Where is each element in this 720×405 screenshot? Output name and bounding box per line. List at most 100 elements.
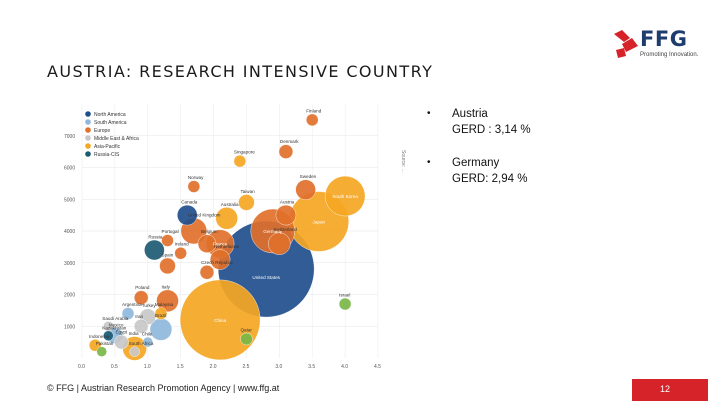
y-tick-label: 6000 <box>64 166 75 172</box>
bubble-label: Finland <box>306 108 322 113</box>
bubble-chart: 1000 2000 3000 4000 5000 6000 7000 0.0 0.5 1.0 1.5… <box>64 104 381 370</box>
page-number: 12 <box>660 384 671 394</box>
bubble-label: Egypt <box>115 330 127 335</box>
y-tick-label: 3000 <box>64 261 75 267</box>
x-tick-label: 0.0 <box>78 364 85 370</box>
bullet-germany: • Germany GERD: 2,94 % <box>425 155 625 187</box>
bubble-poland <box>133 290 149 305</box>
bubble-pakistan <box>96 346 107 357</box>
bubble-egypt <box>114 334 129 350</box>
bubble-switzerland <box>268 232 291 255</box>
bullet-gerd: GERD : 3,14 % <box>452 124 531 136</box>
bubble-canada <box>177 204 198 226</box>
bubble-label: Czech Republic <box>201 260 234 265</box>
legend-swatch <box>85 111 91 117</box>
bubble-label: Mexico <box>109 322 124 327</box>
bubble-label: Germany <box>263 229 283 234</box>
bubble-chile <box>142 336 153 348</box>
bullet-list: • Austria GERD : 3,14 % • Germany GERD: … <box>425 106 625 204</box>
bubble-label: Taiwan <box>240 189 255 194</box>
x-tick-label: 2.0 <box>210 364 217 370</box>
bubble-label: Spain <box>162 252 174 257</box>
legend-swatch <box>85 151 91 157</box>
bubble-israel <box>338 297 352 311</box>
bubble-label: Iran <box>135 314 143 319</box>
bubble-south-africa <box>129 346 140 357</box>
legend-swatch <box>85 143 91 149</box>
bubble-label: Russia <box>148 235 162 240</box>
bullet-austria: • Austria GERD : 3,14 % <box>425 106 625 138</box>
y-tick-label: 5000 <box>64 197 75 203</box>
bubble-argentina <box>121 307 135 320</box>
bubble-label: United Kingdom <box>188 213 221 218</box>
bubble-austria <box>275 204 297 226</box>
bullet-country: Germany <box>452 157 500 169</box>
logo-subtitle: Promoting Innovation. <box>640 52 699 58</box>
bubble-denmark <box>278 144 294 159</box>
source-note: Source: ... <box>400 150 406 173</box>
bubble-netherlands <box>209 249 231 270</box>
bubble-label: India <box>129 331 139 336</box>
bubble-singapore <box>233 154 247 168</box>
bubble-australia <box>215 207 238 230</box>
x-tick-label: 2.5 <box>242 364 249 370</box>
bubble-ireland <box>174 247 187 260</box>
bubble-qatar <box>240 332 253 346</box>
x-tick-label: 4.5 <box>374 364 381 370</box>
bubble-label: Netherlands <box>214 244 239 249</box>
x-tick-label: 1.0 <box>144 364 151 370</box>
bubble-label: United States <box>252 275 280 280</box>
bullet-marker: • <box>427 157 431 168</box>
legend-swatch <box>85 119 91 125</box>
bubble-norway <box>187 180 201 193</box>
bubble-label: Denmark <box>280 139 299 144</box>
legend-label: Europe <box>94 128 110 134</box>
bubble-label: Japan <box>313 219 326 224</box>
bubble-label: Switzerland <box>273 227 297 232</box>
bubble-label: Brazil <box>155 313 167 318</box>
bubble-label: South Africa <box>129 341 154 346</box>
bullet-country: Austria <box>452 108 488 120</box>
bubble-label: Belgium <box>201 229 218 234</box>
bubble-label: South Korea <box>332 194 358 199</box>
legend-label: North America <box>94 112 126 118</box>
bubble-belgium <box>197 234 217 253</box>
bubble-italy <box>156 289 179 313</box>
bubble-czech-republic <box>199 265 215 280</box>
bubble-label: Portugal <box>162 229 179 234</box>
bubble-portugal <box>161 234 174 247</box>
bubble-kazakhstan <box>103 330 114 341</box>
legend-swatch <box>85 127 91 133</box>
bubble-label: Italy <box>162 284 171 289</box>
bubble-taiwan <box>238 194 255 211</box>
legend-label: Asia-Pacific <box>94 144 121 150</box>
bubble-spain <box>159 257 176 275</box>
bubble-label: France <box>213 242 228 247</box>
x-tick-label: 1.5 <box>177 364 184 370</box>
x-tick-label: 3.5 <box>308 364 315 370</box>
bubble-label: Indonesia <box>89 334 109 339</box>
bubble-label: Argentina <box>122 302 142 307</box>
y-tick-label: 7000 <box>64 134 75 140</box>
bubble-iran <box>133 319 149 334</box>
x-tick-label: 0.5 <box>111 364 118 370</box>
bubble-label: Saudi Arabia <box>102 316 128 321</box>
y-tick-label: 4000 <box>64 229 75 235</box>
bubble-label: Sweden <box>300 174 317 179</box>
bubble-label: Ireland <box>175 242 189 247</box>
y-tick-label: 1000 <box>64 324 75 330</box>
legend-swatch <box>85 135 91 141</box>
x-tick-label: 3.0 <box>275 364 282 370</box>
bubble-label: Poland <box>135 285 150 290</box>
legend-label: Middle East & Africa <box>94 136 139 142</box>
bubble-label: Chile <box>142 332 153 337</box>
legend-label: Russia-CIS <box>94 152 120 158</box>
bubble-label: Norway <box>188 175 204 180</box>
bubble-label: Singapore <box>234 150 255 155</box>
slide-title: AUSTRIA: RESEARCH INTENSIVE COUNTRY <box>47 62 434 81</box>
bubble-sweden <box>295 179 316 200</box>
bubble-south-korea <box>324 175 366 217</box>
bubble-finland <box>306 113 319 127</box>
bubble-label: Malaysia <box>155 302 174 307</box>
y-tick-label: 2000 <box>64 293 75 299</box>
